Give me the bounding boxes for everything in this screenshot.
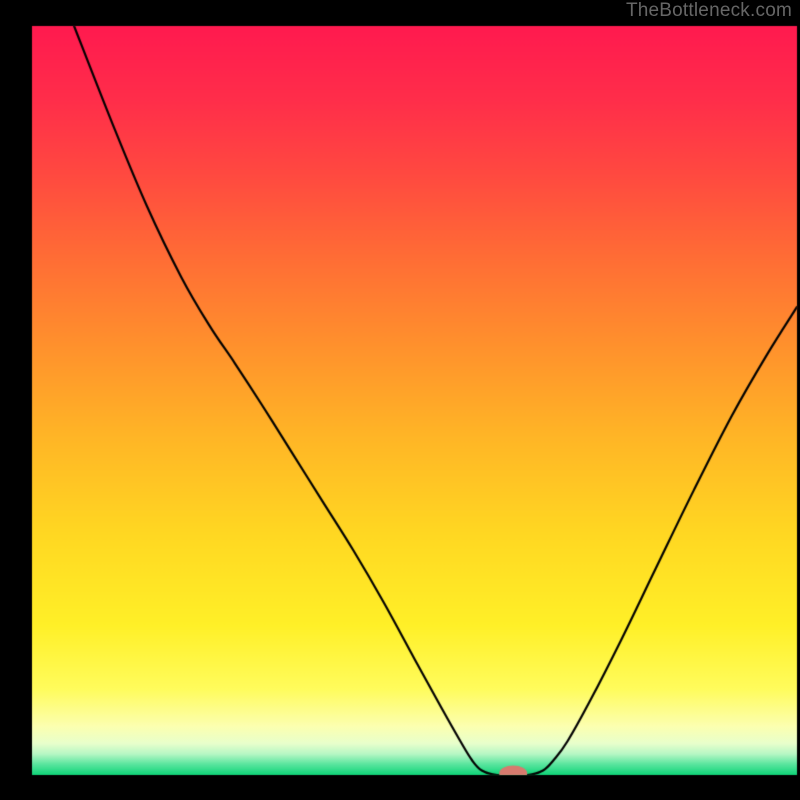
bottleneck-curve xyxy=(0,0,800,800)
watermark-text: TheBottleneck.com xyxy=(626,0,792,22)
chart-stage: TheBottleneck.com xyxy=(0,0,800,800)
